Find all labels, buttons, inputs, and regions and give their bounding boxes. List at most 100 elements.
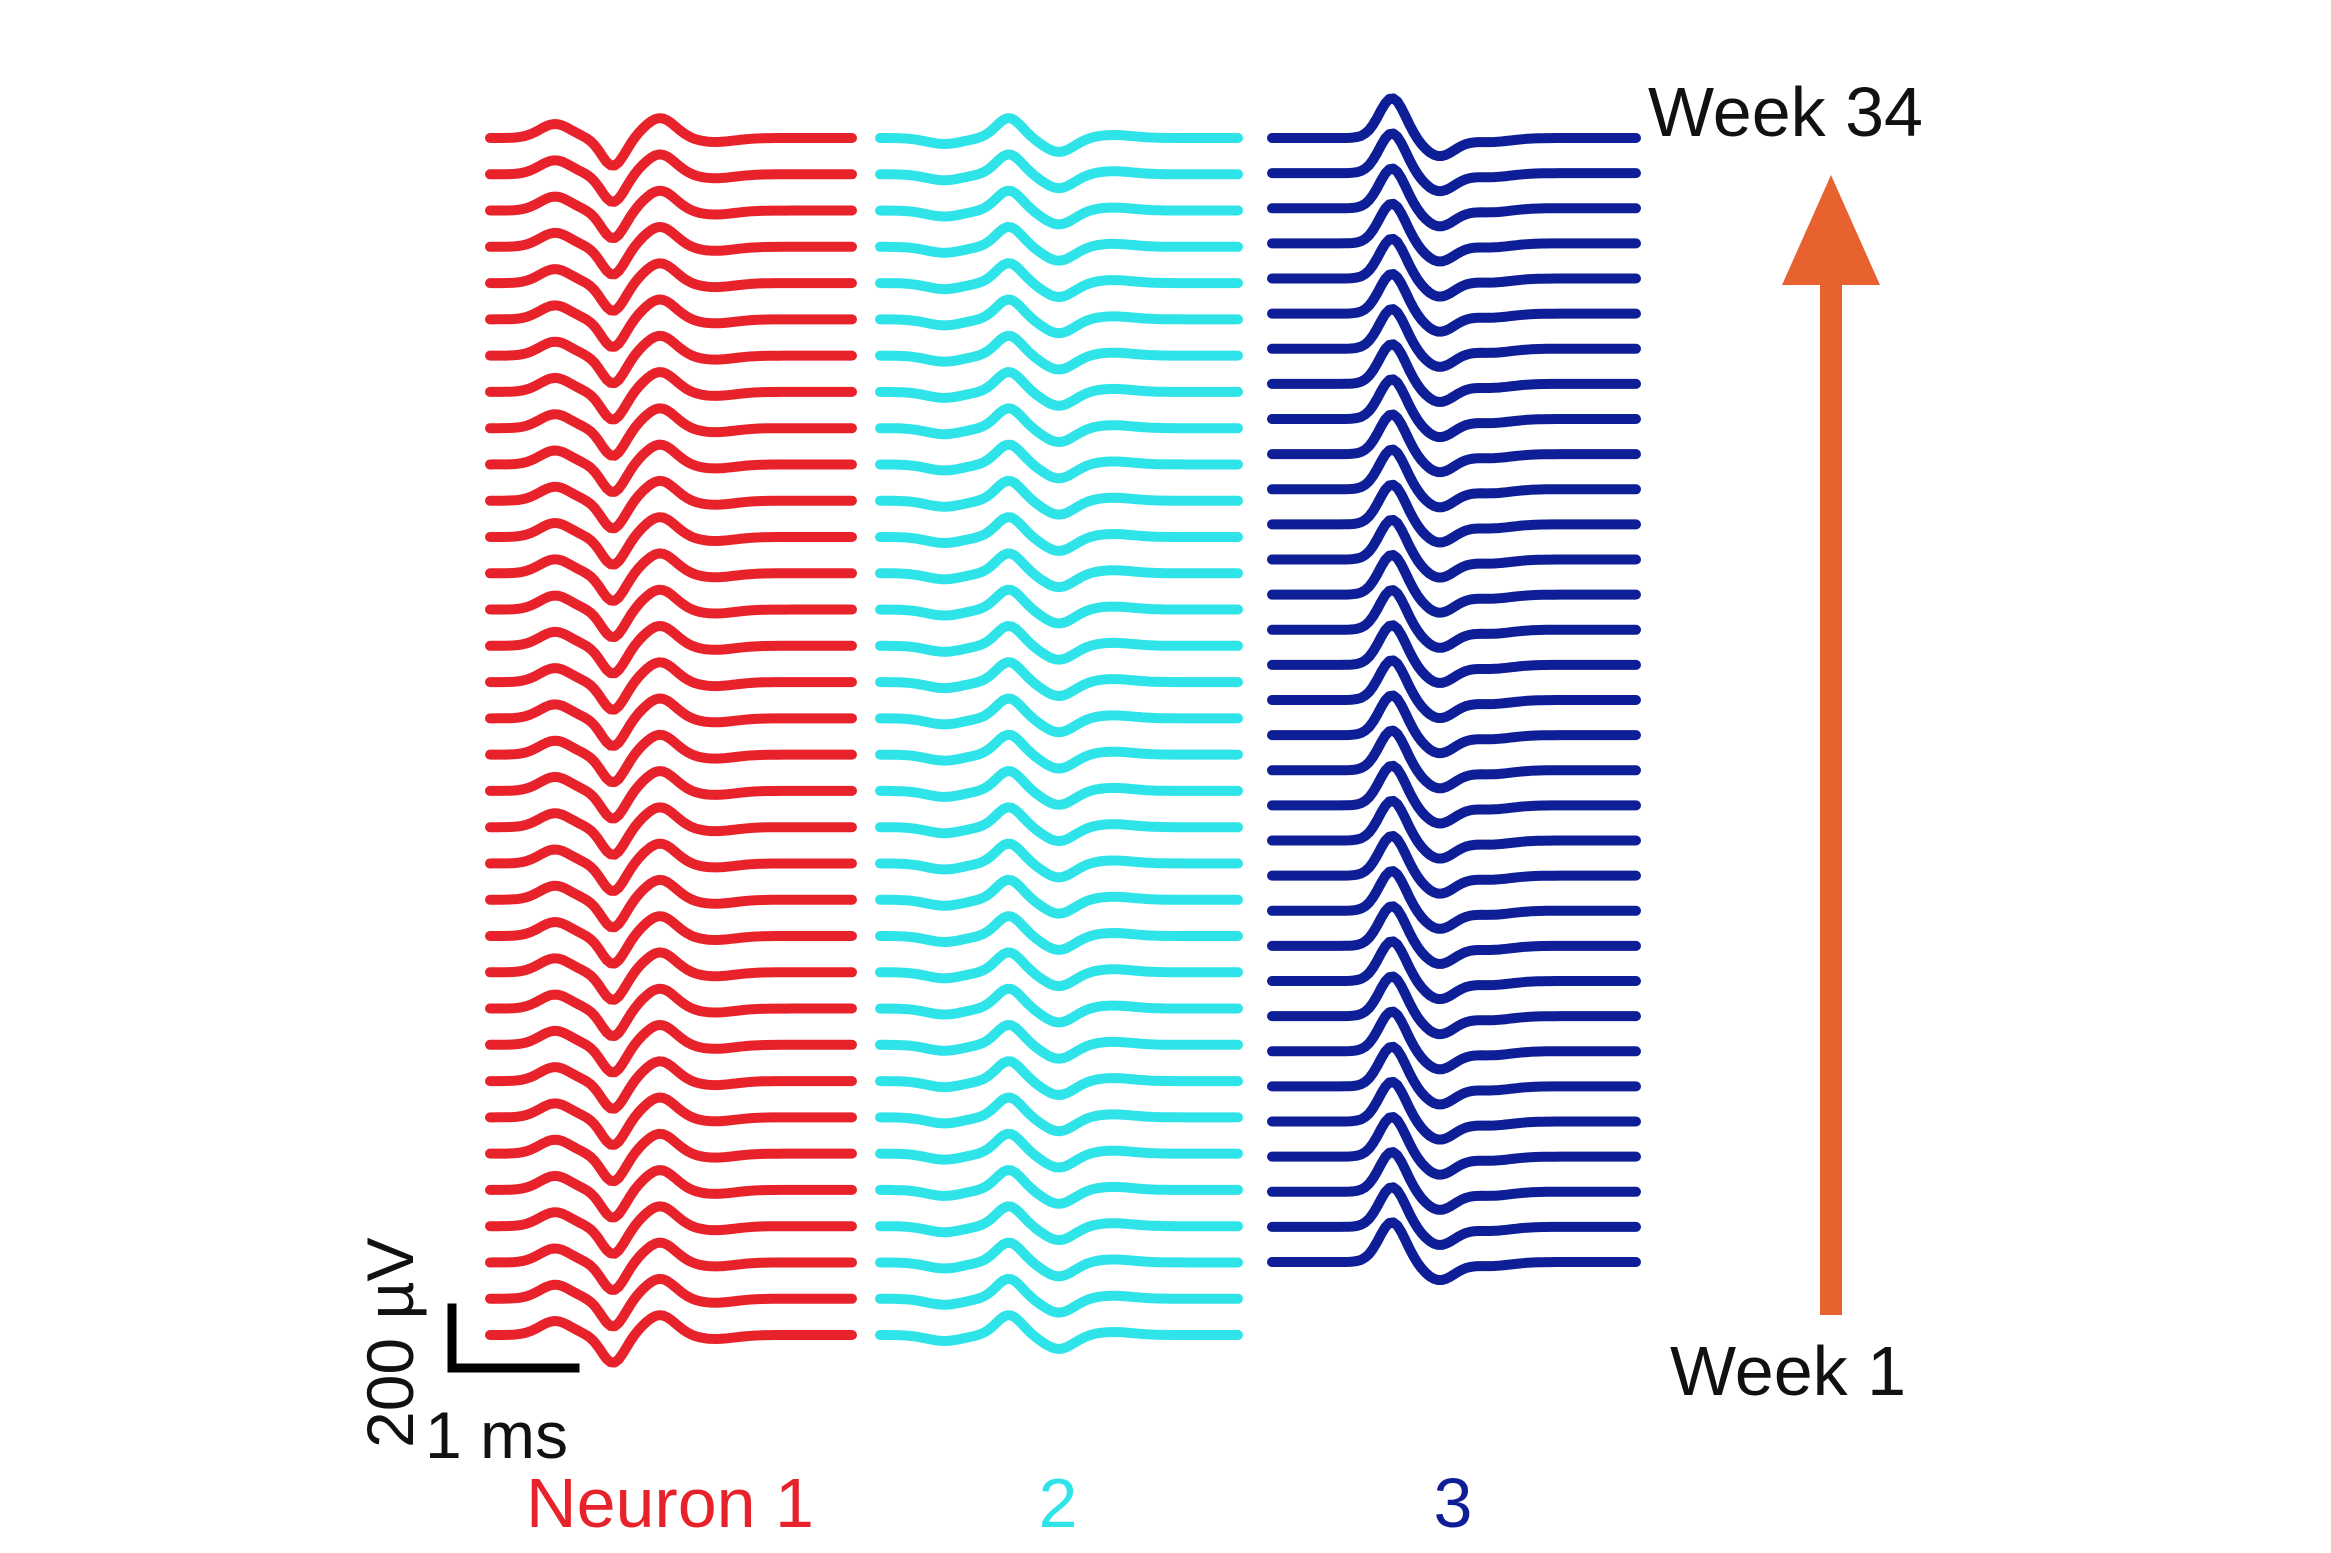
waveform-trace (1267, 374, 1641, 442)
waveform-trace (485, 258, 857, 316)
waveform-trace (1267, 93, 1641, 161)
waveform-trace (875, 802, 1243, 847)
neuron-3-traces (1267, 93, 1641, 1285)
neuron-3-label: 3 (1434, 1464, 1473, 1542)
waveform-trace (1267, 620, 1641, 688)
time-arrow (1782, 175, 1880, 1315)
waveform-trace (1267, 479, 1641, 548)
waveform-trace (1267, 866, 1641, 934)
waveform-trace (875, 294, 1243, 339)
waveform-trace (485, 1128, 857, 1187)
waveform-trace (875, 838, 1243, 883)
waveform-trace (485, 1273, 857, 1332)
scale-bar-time-label: 1 ms (425, 1398, 568, 1472)
waveform-trace (875, 911, 1243, 955)
waveform-trace (485, 403, 857, 461)
waveform-trace (1267, 550, 1641, 618)
waveform-trace (1267, 198, 1641, 267)
waveform-trace (875, 657, 1243, 701)
waveform-trace (485, 1237, 857, 1295)
waveform-trace (485, 584, 857, 642)
waveform-trace (875, 1201, 1243, 1246)
waveform-trace (1267, 128, 1641, 197)
waveform-trace (485, 1092, 857, 1150)
waveform-trace (1267, 1041, 1641, 1110)
waveform-trace (1267, 304, 1641, 372)
waveform-trace (875, 512, 1243, 556)
waveform-trace (1267, 514, 1641, 583)
waveform-trace (1267, 831, 1641, 899)
week-34-label: Week 34 (1648, 73, 1923, 151)
waveform-trace (1267, 1006, 1641, 1075)
waveform-trace (1267, 1076, 1641, 1145)
scale-bar: 200 µV 1 ms (353, 1237, 580, 1472)
waveform-trace (875, 1020, 1243, 1064)
waveform-trace (875, 766, 1243, 810)
waveform-trace (875, 258, 1243, 302)
waveform-trace (485, 294, 857, 352)
neuron-2-label: 2 (1039, 1464, 1078, 1542)
waveform-trace (875, 439, 1243, 484)
waveform-trace (485, 802, 857, 860)
waveform-trace (875, 185, 1243, 230)
waveform-trace (485, 222, 857, 280)
waveform-trace (875, 1056, 1243, 1100)
waveform-trace (1267, 339, 1641, 407)
waveform-trace (875, 584, 1243, 629)
waveform-trace (1267, 971, 1641, 1040)
waveform-trace (875, 983, 1243, 1028)
waveform-trace (1267, 269, 1641, 337)
waveform-trace (485, 149, 857, 207)
waveform-trace (875, 729, 1243, 774)
time-arrow-head (1782, 175, 1880, 285)
waveform-trace (875, 367, 1243, 411)
waveform-trace (1267, 655, 1641, 723)
waveform-trace (485, 1310, 857, 1368)
waveform-trace (875, 1310, 1243, 1354)
waveform-trace (875, 874, 1243, 919)
waveform-trace (485, 1201, 857, 1259)
waveform-trace (1267, 444, 1641, 513)
waveform-trace (485, 330, 857, 389)
waveform-trace (1267, 795, 1641, 864)
waveform-trace (1267, 1112, 1641, 1180)
waveform-trace (485, 838, 857, 896)
waveform-trace (875, 113, 1243, 157)
waveform-trace (485, 874, 857, 933)
waveform-trace (485, 693, 857, 751)
waveform-trace (1267, 901, 1641, 969)
waveform-trace (1267, 936, 1641, 1004)
waveform-trace (485, 729, 857, 788)
neuron-2-traces (875, 113, 1243, 1354)
waveform-trace (875, 693, 1243, 738)
waveform-trace (485, 1020, 857, 1078)
waveform-trace (485, 657, 857, 715)
waveform-trace (485, 367, 857, 425)
neuron-1-label: Neuron 1 (526, 1464, 814, 1542)
waveform-trace (875, 330, 1243, 375)
waveform-trace (875, 222, 1243, 266)
waveform-trace (485, 911, 857, 969)
waveform-trace (1267, 760, 1641, 829)
waveform-trace (485, 947, 857, 1005)
waveform-trace (485, 185, 857, 243)
waveform-trace (485, 621, 857, 679)
waveform-trace (875, 1128, 1243, 1173)
waveform-trace (1267, 1147, 1641, 1215)
neuron-1-traces (485, 113, 857, 1368)
waveform-trace (1267, 233, 1641, 302)
waveform-trace (875, 403, 1243, 448)
waveform-trace (1267, 585, 1641, 653)
waveform-trace (1267, 1217, 1641, 1285)
waveform-trace (875, 1092, 1243, 1137)
waveform-trace (1267, 1182, 1641, 1250)
waveform-trace (875, 1165, 1243, 1209)
waveform-trace (1267, 690, 1641, 759)
waveform-trace (875, 1237, 1243, 1282)
waveform-trace (1267, 409, 1641, 478)
waveform-trace (485, 1056, 857, 1114)
scale-bar-voltage-label: 200 µV (353, 1237, 427, 1448)
waveform-trace (485, 113, 857, 171)
waveform-trace (485, 983, 857, 1041)
